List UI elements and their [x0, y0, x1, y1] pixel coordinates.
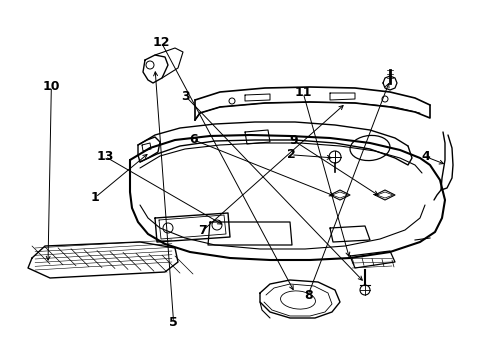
Text: 12: 12: [152, 36, 170, 49]
Text: 2: 2: [286, 148, 295, 161]
Text: 8: 8: [303, 289, 312, 302]
Text: 11: 11: [294, 86, 311, 99]
Text: 13: 13: [96, 150, 114, 163]
Text: 6: 6: [188, 133, 197, 146]
Text: 4: 4: [420, 150, 429, 163]
Text: 10: 10: [42, 80, 60, 93]
Text: 1: 1: [91, 191, 100, 204]
Text: 7: 7: [198, 224, 207, 237]
Text: 5: 5: [169, 316, 178, 329]
Text: 9: 9: [288, 134, 297, 147]
Text: 3: 3: [181, 90, 190, 103]
